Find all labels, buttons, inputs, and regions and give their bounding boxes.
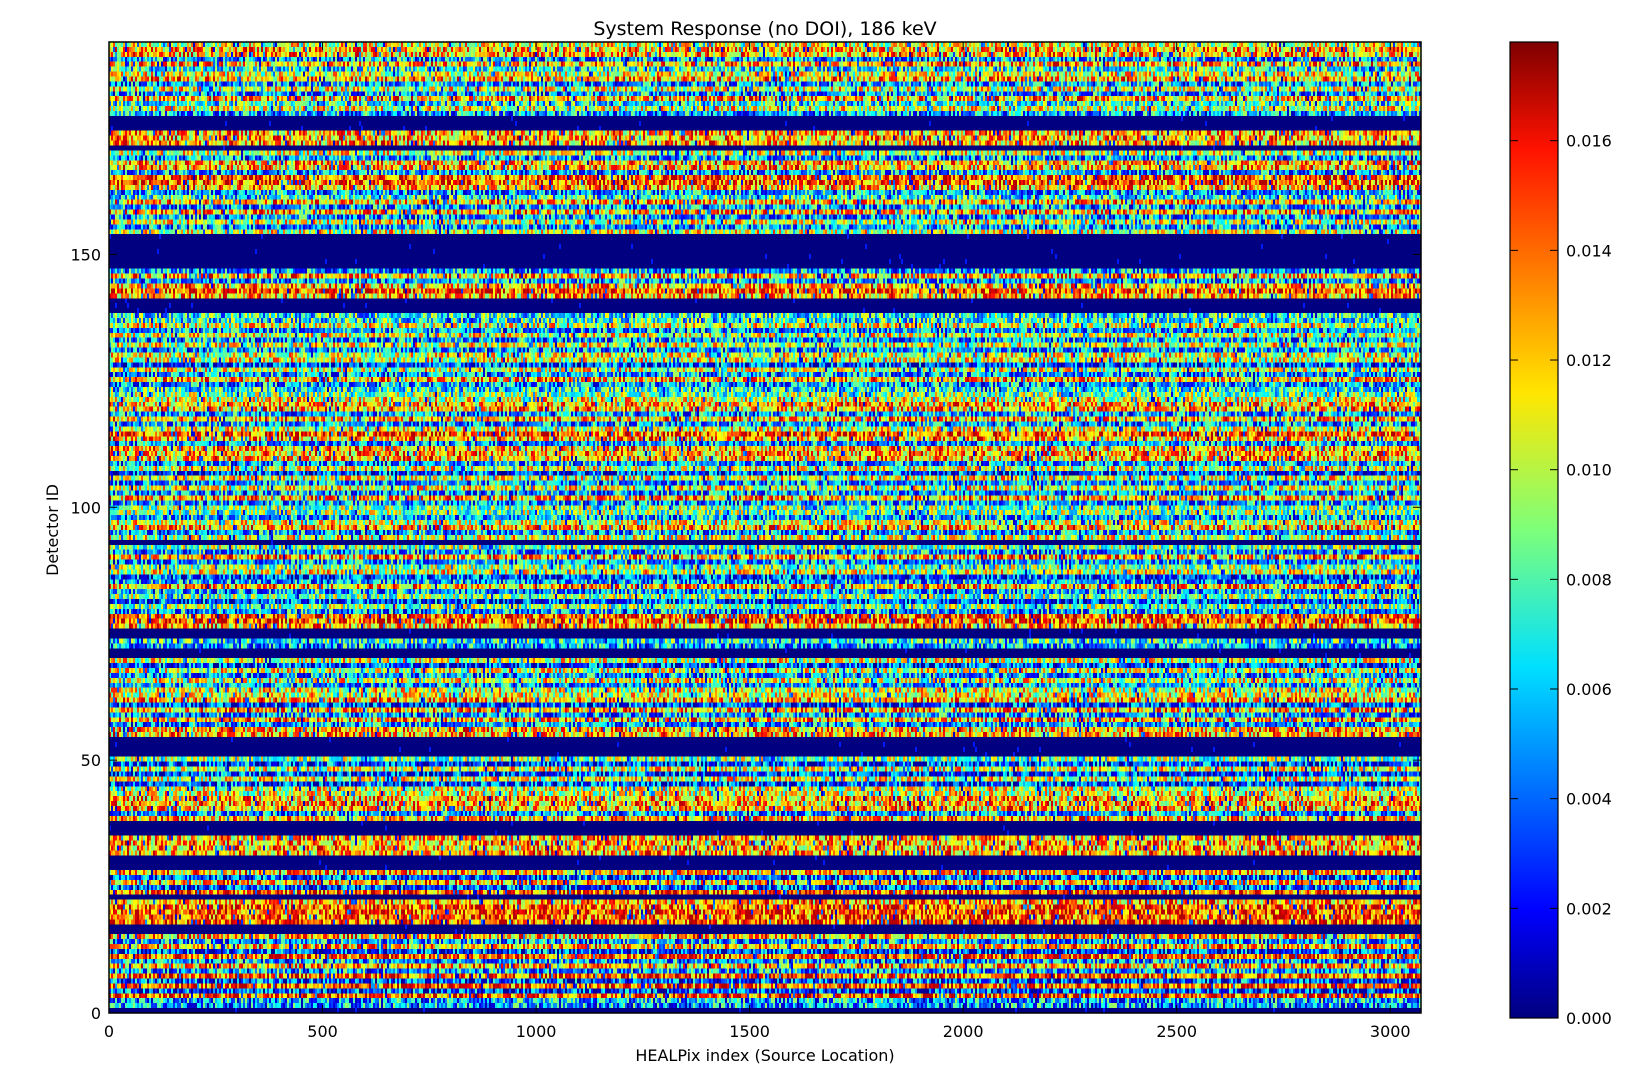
colorbar-tick-label: 0.006 — [1566, 680, 1612, 699]
colorbar-tick-label: 0.008 — [1566, 570, 1612, 589]
colorbar — [1509, 41, 1559, 1019]
chart-title: System Response (no DOI), 186 keV — [593, 18, 936, 40]
x-tick-label: 500 — [307, 1022, 338, 1041]
y-tick-label: 100 — [70, 498, 101, 517]
x-axis: 0 500 1000 1500 2000 2500 3000 — [104, 42, 1411, 1041]
heatmap-raster — [109, 42, 1421, 1013]
colorbar-tick-label: 0.004 — [1566, 790, 1612, 809]
x-tick-label: 1000 — [516, 1022, 557, 1041]
y-tick-label: 0 — [91, 1004, 101, 1023]
colorbar-tick-label: 0.012 — [1566, 351, 1612, 370]
y-axis: 0 50 100 150 — [70, 245, 1421, 1023]
heatmap-area — [109, 42, 1421, 1013]
x-tick-label: 0 — [104, 1022, 114, 1041]
colorbar-tick-label: 0.002 — [1566, 899, 1612, 918]
x-tick-label: 2500 — [1156, 1022, 1197, 1041]
colorbar-tick-label: 0.016 — [1566, 132, 1612, 151]
colorbar-tick-label: 0.010 — [1566, 461, 1612, 480]
x-tick-label: 3000 — [1370, 1022, 1411, 1041]
y-axis-title: Detector ID — [43, 484, 62, 576]
y-tick-label: 150 — [70, 245, 101, 264]
x-axis-title: HEALPix index (Source Location) — [635, 1046, 894, 1065]
colorbar-tick-label: 0.000 — [1566, 1009, 1612, 1028]
plot-frame — [108, 41, 1422, 1014]
colorbar-tick-label: 0.014 — [1566, 241, 1612, 260]
colorbar-ticks: 0.000 0.002 0.004 0.006 0.008 0.010 0.012 0.014… — [1510, 132, 1612, 1028]
x-tick-label: 2000 — [943, 1022, 984, 1041]
y-tick-label: 50 — [81, 751, 101, 770]
x-tick-label: 1500 — [729, 1022, 770, 1041]
